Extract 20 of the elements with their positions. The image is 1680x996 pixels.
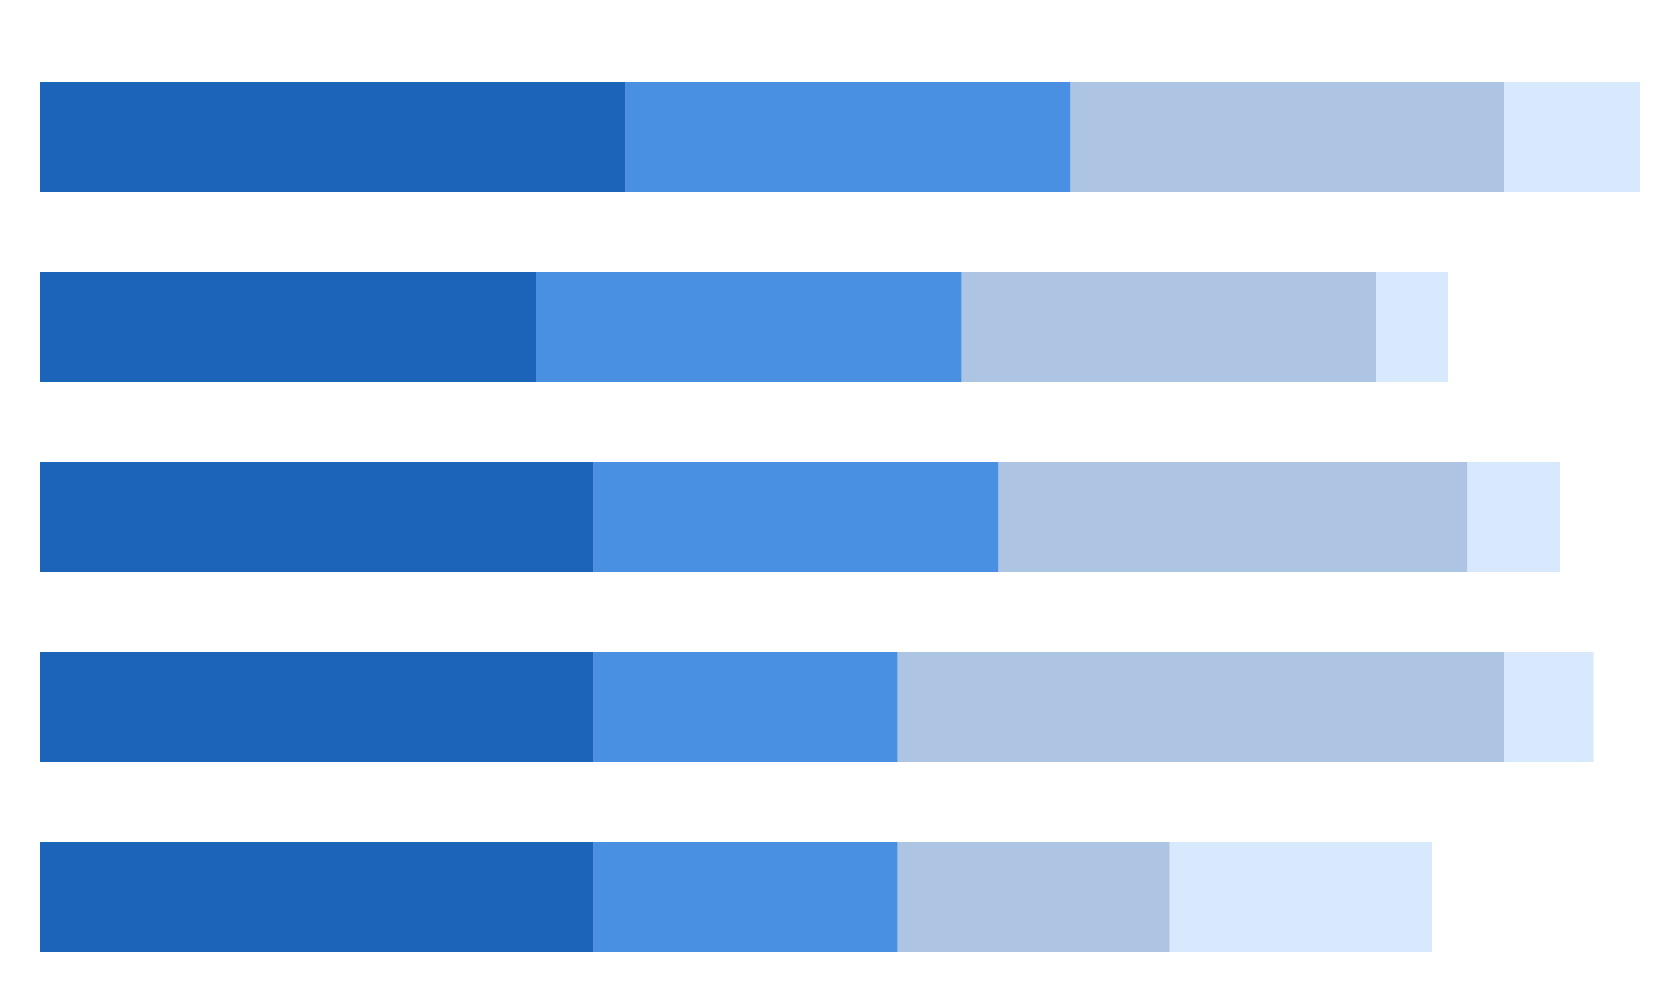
bar [961, 271, 1376, 383]
bar [593, 841, 898, 953]
bar [625, 81, 1071, 193]
bar [1376, 271, 1448, 383]
bar [1467, 461, 1560, 573]
bar [536, 271, 962, 383]
bar [593, 461, 999, 573]
bar [40, 461, 594, 573]
bar [1504, 651, 1594, 763]
bar [998, 461, 1468, 573]
bar [1169, 841, 1432, 953]
bar [897, 651, 1504, 763]
bar [40, 271, 536, 383]
bar [40, 651, 594, 763]
bar [897, 841, 1170, 953]
bar [593, 651, 898, 763]
bar [1504, 81, 1640, 193]
bar [40, 81, 626, 193]
bar [1070, 81, 1504, 193]
bar [40, 841, 594, 953]
